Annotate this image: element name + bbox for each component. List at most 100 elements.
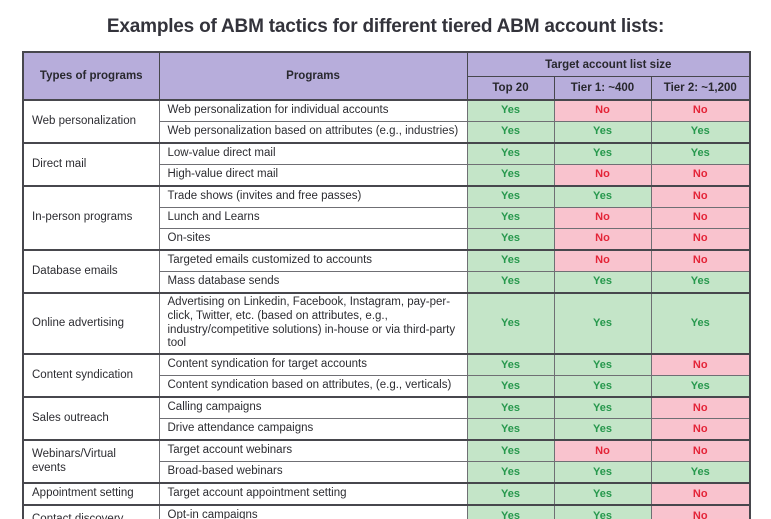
no-cell: No	[650, 185, 751, 208]
no-cell: No	[553, 249, 652, 272]
yes-cell: Yes	[650, 271, 751, 294]
program-cell: Web personalization for individual accou…	[158, 99, 468, 122]
program-cell: Broad-based webinars	[158, 461, 468, 484]
yes-cell: Yes	[466, 207, 555, 229]
program-cell: Drive attendance campaigns	[158, 418, 468, 441]
program-cell: Opt-in campaigns	[158, 504, 468, 519]
program-cell: Trade shows (invites and free passes)	[158, 185, 468, 208]
yes-cell: Yes	[553, 291, 652, 355]
no-cell: No	[553, 99, 652, 122]
table-row: Broad-based webinars Yes Yes Yes	[23, 461, 751, 484]
yes-cell: Yes	[466, 228, 555, 251]
no-cell: No	[650, 99, 751, 122]
program-cell: Content syndication based on attributes,…	[158, 375, 468, 398]
yes-cell: Yes	[650, 121, 751, 144]
yes-cell: Yes	[553, 482, 652, 506]
yes-cell: Yes	[466, 164, 555, 187]
table-row: Mass database sends Yes Yes Yes	[23, 271, 751, 294]
yes-cell: Yes	[466, 142, 555, 165]
program-cell: Target account webinars	[158, 439, 468, 463]
program-cell: Web personalization based on attributes …	[158, 121, 468, 144]
header-tier-2: Tier 2: ~1,200	[650, 76, 751, 101]
no-cell: No	[650, 482, 751, 506]
header-row-tiers: Top 20 Tier 1: ~400 Tier 2: ~1,200	[23, 76, 751, 101]
yes-cell: Yes	[466, 439, 555, 463]
table-row: Contact discovery programs with vendorsO…	[22, 504, 751, 519]
table-row: In-person programs Trade shows (invites a…	[22, 185, 751, 251]
page-title: Examples of ABM tactics for different ti…	[106, 16, 665, 37]
table-row: On-sites Yes No No	[23, 228, 751, 251]
header-row-top: Types of programs Programs Target accoun…	[22, 51, 751, 101]
yes-cell: Yes	[466, 249, 555, 272]
page: Examples of ABM tactics for different ti…	[0, 16, 771, 519]
program-type-cell: Direct mail	[22, 142, 160, 187]
program-cell: Content syndication for target accounts	[158, 353, 468, 377]
yes-cell: Yes	[553, 396, 652, 420]
yes-cell: Yes	[650, 291, 751, 355]
table-row: Database emails Targeted emails customize…	[22, 249, 751, 294]
program-type-cell: Web personalization	[22, 99, 160, 144]
table-row: Web personalization based on attributes …	[23, 121, 751, 144]
program-cell: Low-value direct mail	[158, 142, 468, 165]
no-cell: No	[553, 164, 652, 187]
program-type-cell: Database emails	[22, 249, 160, 294]
no-cell: No	[650, 418, 751, 441]
table-row: Content syndication based on attributes,…	[23, 375, 751, 398]
yes-cell: Yes	[466, 121, 555, 144]
yes-cell: Yes	[466, 271, 555, 294]
table-row: Online advertising Advertising on Linkedi…	[22, 291, 751, 355]
no-cell: No	[553, 228, 652, 251]
yes-cell: Yes	[553, 271, 652, 294]
header-types-of-programs: Types of programs	[22, 51, 160, 101]
program-type-cell: Contact discovery programs with vendors	[22, 504, 160, 519]
header-programs: Programs	[158, 51, 468, 101]
table-row: Webinars/Virtual events Target account we…	[22, 439, 751, 484]
no-cell: No	[650, 249, 751, 272]
no-cell: No	[553, 439, 652, 463]
table-row: Appointment setting Target account appoin…	[22, 482, 751, 506]
yes-cell: Yes	[466, 418, 555, 441]
yes-cell: Yes	[466, 291, 555, 355]
program-cell: Targeted emails customized to accounts	[158, 249, 468, 272]
yes-cell: Yes	[466, 461, 555, 484]
yes-cell: Yes	[650, 142, 751, 165]
yes-cell: Yes	[466, 396, 555, 420]
yes-cell: Yes	[466, 504, 555, 519]
no-cell: No	[650, 439, 751, 463]
program-type-cell: Content syndication	[22, 353, 160, 398]
yes-cell: Yes	[553, 504, 652, 519]
yes-cell: Yes	[466, 99, 555, 122]
program-cell: Lunch and Learns	[158, 207, 468, 229]
yes-cell: Yes	[553, 461, 652, 484]
abm-tactics-table: Types of programs Programs Target accoun…	[22, 51, 752, 519]
program-cell: Mass database sends	[158, 271, 468, 294]
yes-cell: Yes	[466, 375, 555, 398]
yes-cell: Yes	[553, 185, 652, 208]
header-tier-1: Tier 1: ~400	[553, 76, 652, 101]
table-row: Sales outreach Calling campaigns Yes Yes No	[22, 396, 751, 441]
no-cell: No	[650, 164, 751, 187]
program-type-cell: Online advertising	[22, 291, 160, 355]
program-type-cell: Sales outreach	[22, 396, 160, 441]
table-row: Web personalization Web personalization f…	[22, 99, 751, 144]
yes-cell: Yes	[466, 482, 555, 506]
yes-cell: Yes	[466, 185, 555, 208]
no-cell: No	[650, 228, 751, 251]
table-row: Lunch and Learns Yes No No	[23, 207, 751, 229]
program-type-cell: Webinars/Virtual events	[22, 439, 160, 484]
header-target-account-list-size: Target account list size	[466, 51, 751, 77]
no-cell: No	[553, 207, 652, 229]
table-row: Direct mail Low-value direct mail Yes Yes Ye…	[22, 142, 751, 187]
yes-cell: Yes	[466, 353, 555, 377]
yes-cell: Yes	[650, 375, 751, 398]
program-cell: Calling campaigns	[158, 396, 468, 420]
program-cell: Advertising on Linkedin, Facebook, Insta…	[158, 291, 468, 355]
yes-cell: Yes	[553, 353, 652, 377]
table-row: High-value direct mail Yes No No	[23, 164, 751, 187]
yes-cell: Yes	[553, 121, 652, 144]
yes-cell: Yes	[650, 461, 751, 484]
table-row: Content syndication Content syndication f…	[22, 353, 751, 398]
yes-cell: Yes	[553, 142, 652, 165]
program-type-cell: In-person programs	[22, 185, 160, 251]
no-cell: No	[650, 207, 751, 229]
